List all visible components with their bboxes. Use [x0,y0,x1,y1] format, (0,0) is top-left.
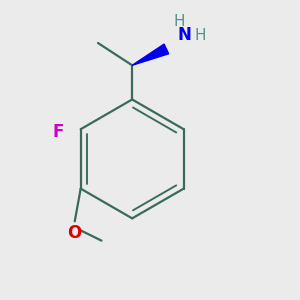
Text: H: H [195,28,206,43]
Text: N: N [178,26,191,44]
Polygon shape [132,44,169,65]
Text: F: F [53,123,64,141]
Text: H: H [173,14,185,29]
Text: O: O [68,224,82,242]
